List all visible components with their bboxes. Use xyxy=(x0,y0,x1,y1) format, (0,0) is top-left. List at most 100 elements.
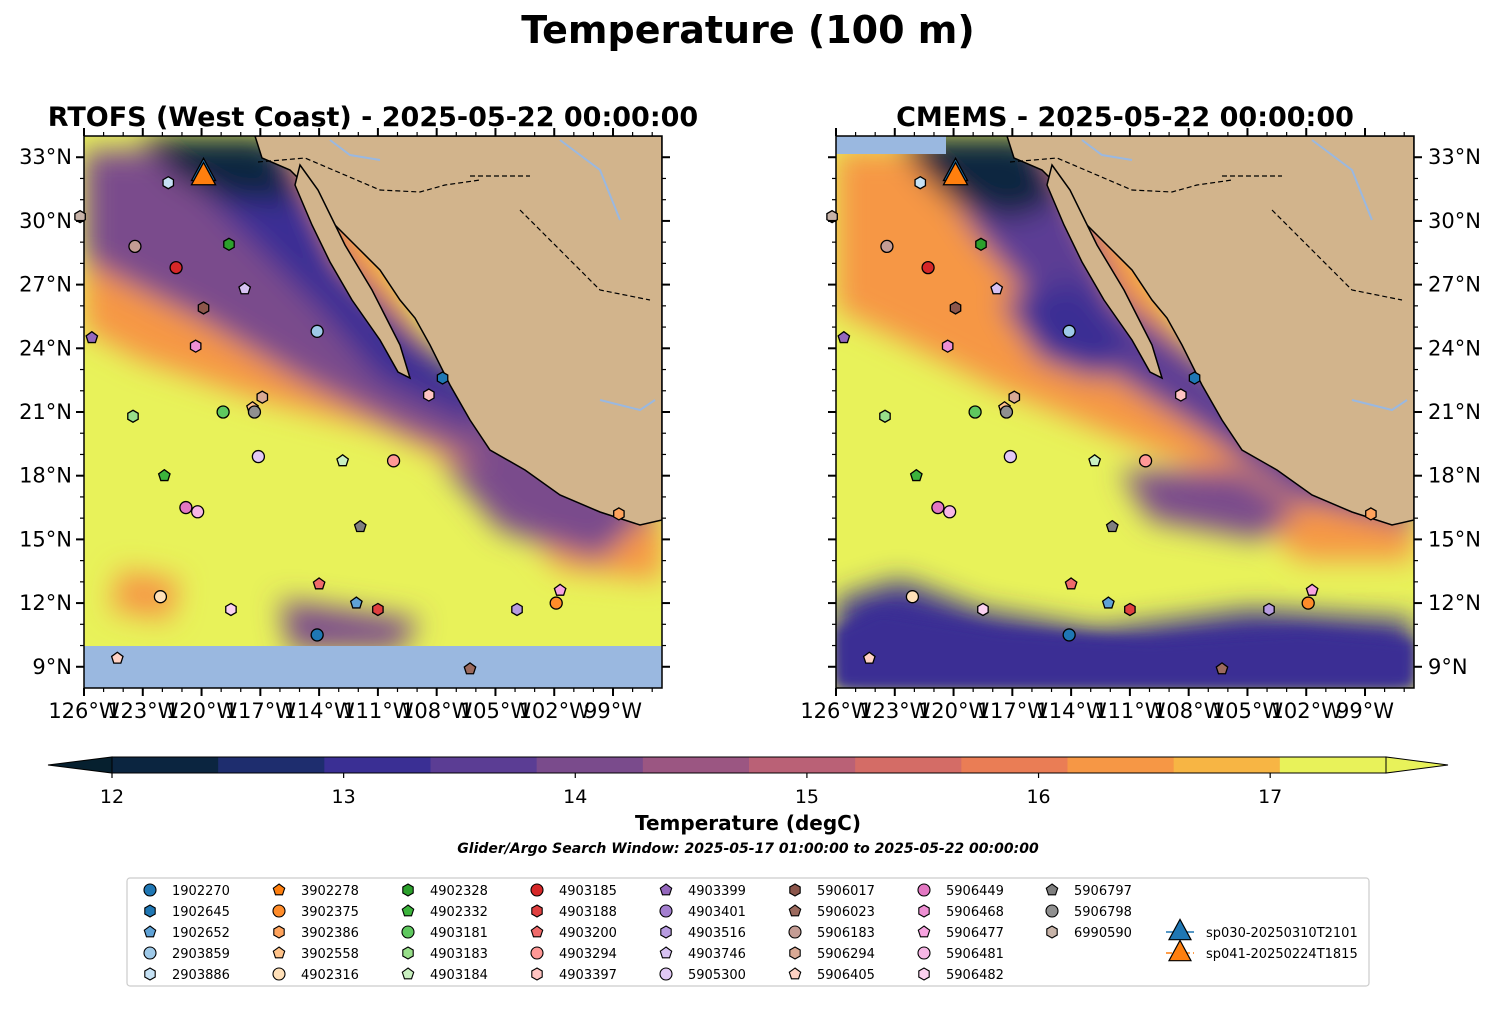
legend-marker xyxy=(917,925,931,938)
legend-entry: 4903401 xyxy=(659,904,746,920)
legend-marker xyxy=(789,946,801,960)
colorbar-tick-label: 17 xyxy=(1258,786,1282,808)
legend-entry: 1902645 xyxy=(144,904,230,920)
axis-ticks-cmems: 126°W123°W120°W117°W114°W111°W108°W105°W… xyxy=(800,128,1481,723)
lat-tick-label: 24°N xyxy=(19,336,72,360)
lat-tick-label: 33°N xyxy=(1428,145,1481,169)
colorbar-segment xyxy=(749,757,856,773)
legend-label: 6990590 xyxy=(1074,926,1132,941)
lon-tick-label: 99°W xyxy=(584,699,642,723)
legend-marker xyxy=(789,883,801,897)
data-point xyxy=(312,577,326,590)
lon-tick-label: 111°W xyxy=(1094,699,1166,723)
data-point xyxy=(1064,577,1078,590)
data-point xyxy=(256,390,269,404)
lon-tick-label: 102°W xyxy=(519,699,591,723)
legend: 1902270 1902645 1902652 2903859 2903886 39022… xyxy=(126,877,1370,987)
legend-label: 5906405 xyxy=(817,968,875,983)
legend-entry: 4903184 xyxy=(401,967,488,983)
legend-entry: 2903859 xyxy=(143,946,230,962)
lon-tick-label: 117°W xyxy=(977,699,1049,723)
legend-entry: sp041-20250224T1815 xyxy=(1166,939,1358,962)
lat-tick-label: 15°N xyxy=(1428,527,1481,551)
legend-entry: 4903399 xyxy=(659,883,746,899)
colorbar-segment xyxy=(112,757,219,773)
lon-tick-label: 114°W xyxy=(283,699,355,723)
colorbar-tick-label: 12 xyxy=(100,786,124,808)
data-point xyxy=(216,405,230,419)
data-point xyxy=(511,602,523,617)
lat-tick-label: 30°N xyxy=(19,209,72,233)
map-panel-cmems: CMEMS - 2025-05-22 00:00:00 126°W123°W12… xyxy=(800,102,1481,723)
legend-marker xyxy=(1167,939,1193,962)
colorbar-extend-high xyxy=(1385,756,1449,774)
colorbar-frame xyxy=(111,756,1387,774)
data-point xyxy=(968,405,982,419)
legend-label: 3902558 xyxy=(301,947,359,962)
legend-entry: 4903185 xyxy=(530,883,617,899)
legend-entry: 5906481 xyxy=(917,946,1004,962)
colorbar-segment xyxy=(1279,757,1387,773)
data-point xyxy=(949,301,962,315)
legend-marker xyxy=(401,925,415,939)
lat-tick-label: 9°N xyxy=(32,655,72,679)
legend-marker xyxy=(788,967,802,980)
figure-title: Temperature (100 m) xyxy=(521,8,974,52)
data-point xyxy=(1062,628,1076,642)
legend-marker xyxy=(402,883,414,897)
legend-entry: 6990590 xyxy=(1046,925,1132,941)
legend-entry: 4903188 xyxy=(531,904,617,920)
legend-label: 4902332 xyxy=(430,905,488,920)
legend-label: 4903516 xyxy=(688,926,746,941)
legend-marker xyxy=(788,904,802,917)
legend-label: 1902652 xyxy=(172,926,230,941)
lat-tick-label: 12°N xyxy=(1428,591,1481,615)
data-point xyxy=(310,324,324,338)
legend-label: 4903397 xyxy=(559,968,617,983)
lat-tick-label: 27°N xyxy=(19,273,72,297)
legend-entry: 4902328 xyxy=(402,883,488,899)
lon-tick-label: 120°W xyxy=(166,699,238,723)
legend-label: 4903401 xyxy=(688,905,746,920)
lon-tick-label: 105°W xyxy=(460,699,532,723)
baja-peninsula xyxy=(294,163,412,380)
data-point xyxy=(862,651,876,664)
data-point xyxy=(153,590,168,604)
data-point xyxy=(1215,662,1229,675)
colorbar-tick-label: 16 xyxy=(1026,786,1050,808)
data-point xyxy=(169,260,183,275)
legend-marker xyxy=(659,946,673,959)
colorbar-tick-label: 13 xyxy=(332,786,356,808)
data-point xyxy=(941,339,954,353)
panel-markers-cmems xyxy=(826,156,1377,675)
legend-marker xyxy=(531,967,543,981)
legend-entry: 4903200 xyxy=(530,925,617,941)
data-point xyxy=(223,237,235,252)
legend-marker xyxy=(531,904,543,918)
legend-label: 3902278 xyxy=(301,884,359,899)
colorbar-segment xyxy=(642,757,750,773)
legend-entry: 3902558 xyxy=(272,946,359,962)
lat-tick-label: 33°N xyxy=(19,145,72,169)
legend-marker xyxy=(144,904,156,918)
legend-entry: 5906294 xyxy=(789,946,875,962)
legend-entry: 4903183 xyxy=(402,946,488,962)
legend-label: 5906023 xyxy=(817,905,875,920)
lon-tick-label: 123°W xyxy=(107,699,179,723)
data-point xyxy=(353,519,367,533)
legend-marker xyxy=(788,925,802,939)
legend-marker xyxy=(659,883,673,896)
data-point xyxy=(553,583,567,596)
colorbar: 12 13 14 15 16 17 Temperature (degC) xyxy=(47,756,1449,835)
legend-label: 1902270 xyxy=(172,884,230,899)
colorbar-extend-low xyxy=(47,756,113,774)
data-point xyxy=(189,339,202,353)
legend-marker xyxy=(660,925,672,939)
legend-marker xyxy=(272,967,286,981)
data-point xyxy=(1263,602,1275,617)
data-point xyxy=(977,602,989,617)
data-point xyxy=(921,260,935,275)
legend-marker xyxy=(402,946,414,960)
colorbar-segment xyxy=(218,757,325,773)
